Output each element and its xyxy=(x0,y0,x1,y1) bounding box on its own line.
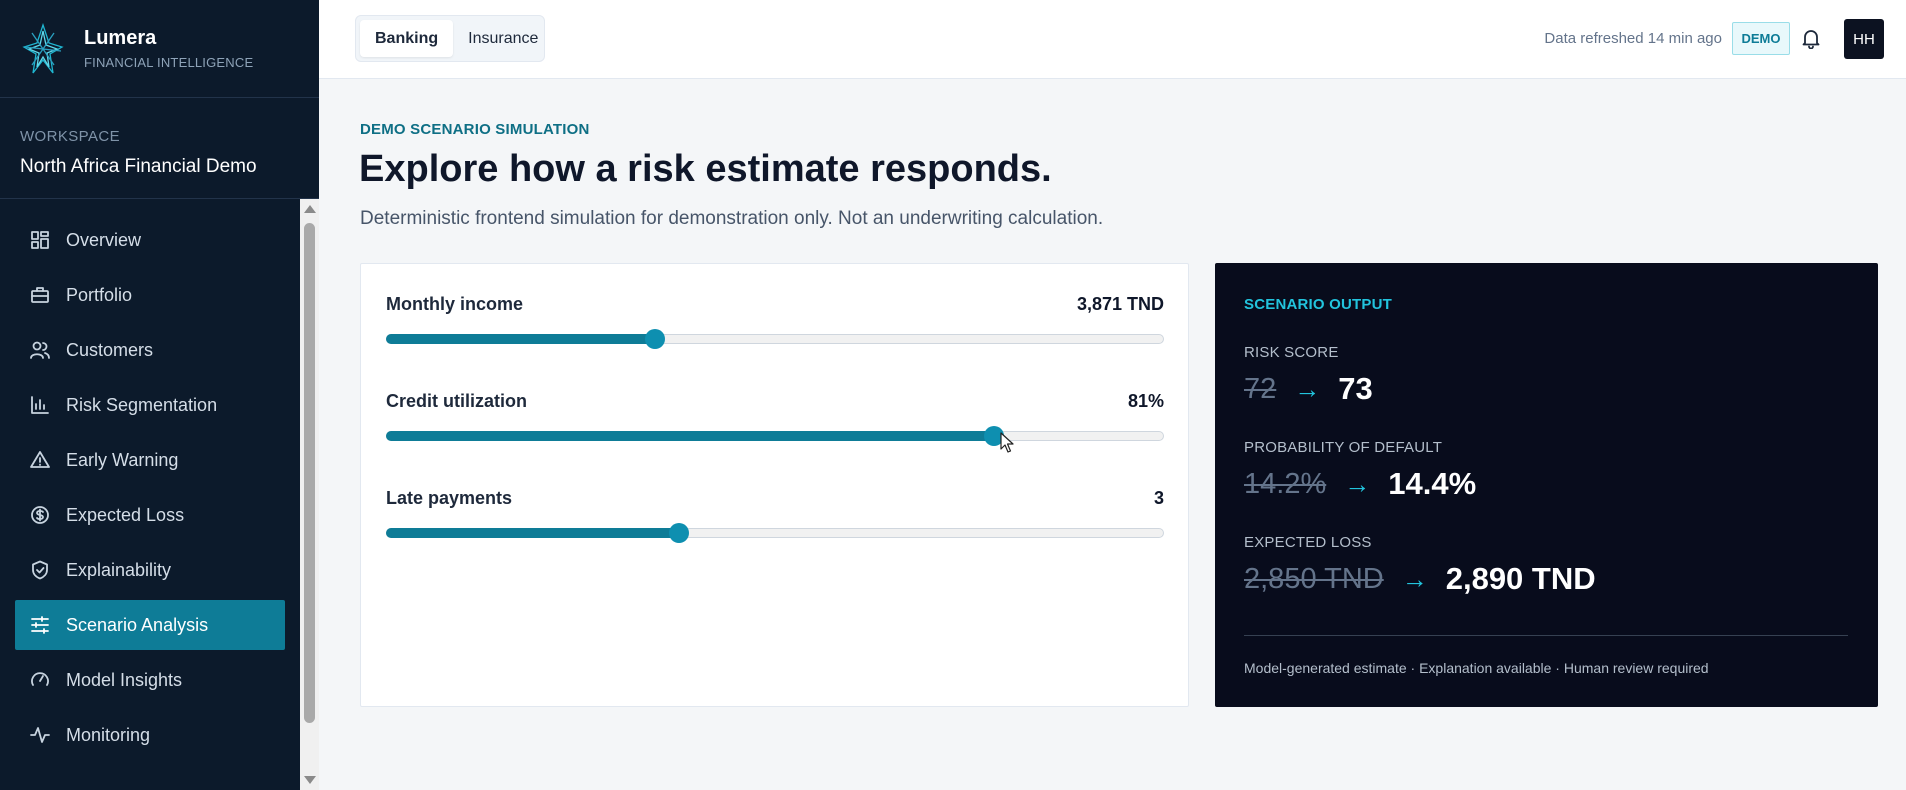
sidebar-scrollbar[interactable] xyxy=(300,199,319,790)
shield-check-icon xyxy=(30,560,50,580)
probability-default-new: 14.4% xyxy=(1388,466,1477,501)
scenario-controls-card: Monthly income 3,871 TND Credit utilizat… xyxy=(360,263,1189,707)
scrollbar-thumb[interactable] xyxy=(304,223,315,723)
late-payments-control: Late payments 3 xyxy=(386,488,1164,548)
slider-thumb[interactable] xyxy=(645,329,666,349)
workspace-name: North Africa Financial Demo xyxy=(20,156,257,177)
sidebar-item-early-warning[interactable]: Early Warning xyxy=(15,435,285,485)
sidebar-nav: Overview Portfolio Customers Risk Segmen… xyxy=(0,199,300,790)
arrow-right-icon: → xyxy=(1344,468,1371,499)
sidebar-item-label: Portfolio xyxy=(66,284,133,305)
avatar[interactable]: HH xyxy=(1844,19,1884,59)
risk-score-old: 72 xyxy=(1244,372,1277,405)
top-header: Banking Insurance Data refreshed 14 min … xyxy=(319,0,1906,79)
risk-score-metric: RISK SCORE 72 → 73 xyxy=(1244,344,1373,407)
demo-badge: DEMO xyxy=(1732,22,1790,55)
late-payments-label: Late payments xyxy=(386,488,513,508)
page-subtitle: Deterministic frontend simulation for de… xyxy=(360,208,1104,229)
page-title: Explore how a risk estimate responds. xyxy=(359,148,1052,190)
sidebar-item-model-insights[interactable]: Model Insights xyxy=(15,655,285,705)
sidebar-item-overview[interactable]: Overview xyxy=(15,215,285,265)
scenario-output-card: SCENARIO OUTPUT RISK SCORE 72 → 73 PROBA… xyxy=(1215,263,1878,707)
grid-icon xyxy=(30,230,50,250)
monthly-income-label: Monthly income xyxy=(386,294,524,314)
briefcase-icon xyxy=(30,285,50,305)
page-eyebrow: DEMO SCENARIO SIMULATION xyxy=(360,121,590,138)
expected-loss-new: 2,890 TND xyxy=(1445,561,1596,596)
arrow-right-icon: → xyxy=(1294,373,1321,404)
credit-utilization-value: 81% xyxy=(1127,391,1164,411)
sidebar-item-portfolio[interactable]: Portfolio xyxy=(15,270,285,320)
output-heading: SCENARIO OUTPUT xyxy=(1244,296,1393,313)
sector-toggle: Banking Insurance xyxy=(355,15,545,62)
sidebar-item-label: Risk Segmentation xyxy=(66,394,218,415)
warning-triangle-icon xyxy=(30,450,50,470)
slider-fill xyxy=(386,431,993,441)
brand-name: Lumera xyxy=(84,27,157,49)
arrow-right-icon: → xyxy=(1401,563,1428,594)
monthly-income-value: 3,871 TND xyxy=(1076,294,1164,314)
users-icon xyxy=(30,340,50,360)
sidebar-item-label: Model Insights xyxy=(66,669,183,690)
sidebar-item-label: Expected Loss xyxy=(66,504,185,525)
risk-score-new: 73 xyxy=(1338,371,1373,406)
sidebar-item-label: Overview xyxy=(66,229,142,250)
sidebar-item-scenario-analysis[interactable]: Scenario Analysis xyxy=(15,600,285,650)
sidebar-item-monitoring[interactable]: Monitoring xyxy=(15,710,285,760)
scroll-up-arrow-icon[interactable] xyxy=(304,205,316,213)
credit-utilization-label: Credit utilization xyxy=(386,391,527,411)
late-payments-slider[interactable] xyxy=(386,523,1164,543)
sidebar-item-label: Early Warning xyxy=(66,449,179,470)
slider-fill xyxy=(386,528,678,538)
probability-default-metric: PROBABILITY OF DEFAULT 14.2% → 14.4% xyxy=(1244,439,1476,502)
monthly-income-control: Monthly income 3,871 TND xyxy=(386,294,1164,354)
credit-utilization-control: Credit utilization 81% xyxy=(386,391,1164,451)
risk-score-label: RISK SCORE xyxy=(1244,344,1339,361)
monthly-income-slider[interactable] xyxy=(386,329,1164,349)
scroll-down-arrow-icon[interactable] xyxy=(304,776,316,784)
bell-icon[interactable] xyxy=(1800,27,1822,50)
sidebar-item-label: Monitoring xyxy=(66,724,151,745)
workspace-label: WORKSPACE xyxy=(20,128,121,145)
probability-default-label: PROBABILITY OF DEFAULT xyxy=(1244,439,1443,456)
output-footnote: Model-generated estimate · Explanation a… xyxy=(1244,660,1709,676)
dollar-circle-icon xyxy=(30,505,50,525)
sidebar-item-label: Customers xyxy=(66,339,154,360)
gauge-icon xyxy=(30,670,50,690)
mouse-pointer-icon xyxy=(1000,432,1014,453)
tab-insurance[interactable]: Insurance xyxy=(468,29,539,47)
expected-loss-old: 2,850 TND xyxy=(1244,562,1384,595)
output-divider xyxy=(1244,635,1848,636)
brand[interactable]: Lumera FINANCIAL INTELLIGENCE xyxy=(0,0,319,98)
slider-thumb[interactable] xyxy=(983,426,1004,446)
sidebar-item-label: Scenario Analysis xyxy=(66,614,209,635)
lumera-logo-icon xyxy=(22,22,64,73)
expected-loss-metric: EXPECTED LOSS 2,850 TND → 2,890 TND xyxy=(1244,534,1596,597)
late-payments-value: 3 xyxy=(1153,488,1164,508)
sidebar-item-customers[interactable]: Customers xyxy=(15,325,285,375)
data-refresh-status: Data refreshed 14 min ago xyxy=(1544,30,1722,47)
slider-thumb[interactable] xyxy=(668,523,689,543)
expected-loss-label: EXPECTED LOSS xyxy=(1244,534,1372,551)
sidebar: Lumera FINANCIAL INTELLIGENCE WORKSPACE … xyxy=(0,0,319,790)
credit-utilization-slider[interactable] xyxy=(386,426,1164,446)
sidebar-item-explainability[interactable]: Explainability xyxy=(15,545,285,595)
sliders-icon xyxy=(30,615,50,635)
sidebar-item-risk-segmentation[interactable]: Risk Segmentation xyxy=(15,380,285,430)
probability-default-old: 14.2% xyxy=(1244,467,1327,500)
brand-subtitle: FINANCIAL INTELLIGENCE xyxy=(84,55,254,70)
sidebar-item-expected-loss[interactable]: Expected Loss xyxy=(15,490,285,540)
tab-banking[interactable]: Banking xyxy=(360,20,454,57)
workspace-switcher[interactable]: WORKSPACE North Africa Financial Demo xyxy=(0,98,319,199)
activity-icon xyxy=(30,725,50,745)
bar-chart-icon xyxy=(30,395,50,415)
slider-fill xyxy=(386,334,655,344)
sidebar-item-label: Explainability xyxy=(66,559,172,580)
